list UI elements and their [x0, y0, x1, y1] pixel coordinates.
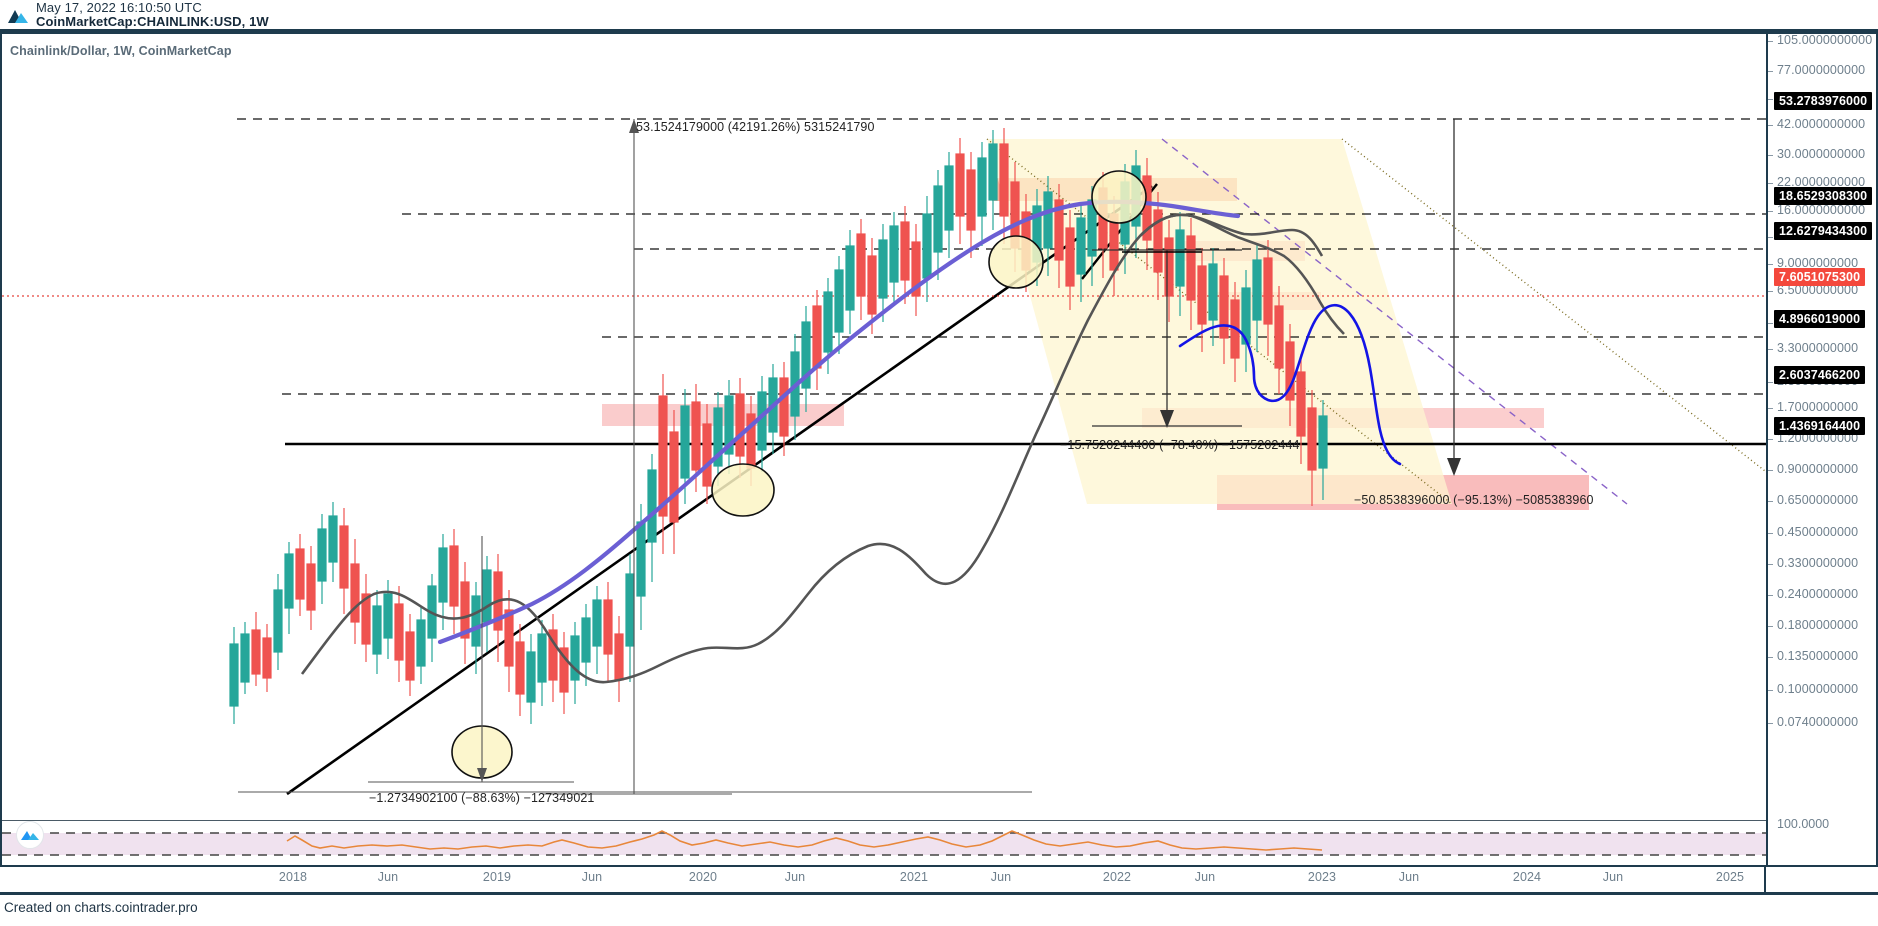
price-tick-label: 30.0000000000	[1777, 147, 1866, 161]
price-tick-label: 16.0000000000	[1777, 203, 1866, 217]
chart-legend: Chainlink/Dollar, 1W, CoinMarketCap	[10, 44, 232, 58]
price-tick-label: 6.5000000000	[1777, 283, 1859, 297]
price-tick-label: 1.7000000000	[1777, 400, 1859, 414]
time-tick-label: 2023	[1307, 870, 1337, 884]
time-axis[interactable]: 2018 Jun 2019 Jun 2020 Jun 2021 Jun 2022…	[0, 867, 1878, 895]
price-tick-label: 0.9000000000	[1777, 462, 1859, 476]
price-tag[interactable]: 2.6037466200	[1774, 366, 1866, 384]
header-timestamp: May 17, 2022 16:10:50 UTC	[36, 0, 202, 15]
price-tick-label: 0.3300000000	[1777, 556, 1859, 570]
time-tick-label: 2021	[899, 870, 929, 884]
price-tick-label: 0.1000000000	[1777, 682, 1859, 696]
time-tick-label: Jun	[581, 870, 603, 884]
time-tick-label: Jun	[377, 870, 399, 884]
indicator-pane[interactable]	[2, 820, 1766, 865]
price-tick-label: 0.1800000000	[1777, 618, 1859, 632]
demand-zone	[602, 404, 844, 426]
price-tick-label: 105.0000000000	[1777, 33, 1873, 47]
price-tick-label: 0.6500000000	[1777, 493, 1859, 507]
time-tick-label: Jun	[784, 870, 806, 884]
app-header: May 17, 2022 16:10:50 UTC CoinMarketCap:…	[0, 0, 1878, 30]
time-tick-label: 2025	[1715, 870, 1745, 884]
supply-zone	[1209, 292, 1321, 310]
ma-fast-line-2	[1139, 213, 1345, 335]
price-tick-label: 22.0000000000	[1777, 175, 1866, 189]
time-tick-label: 2022	[1102, 870, 1132, 884]
price-tag[interactable]: 18.6529308300	[1774, 187, 1873, 205]
price-tick-label: 42.0000000000	[1777, 117, 1866, 131]
early-drop-label: −1.2734902100 (−88.63%) −127349021	[369, 791, 595, 805]
footer-attribution: Created on charts.cointrader.pro	[4, 900, 198, 915]
target-measure-label: −50.8538396000 (−95.13%) −5085383960	[1354, 493, 1594, 507]
price-tag-last[interactable]: 7.6051075300	[1774, 268, 1866, 286]
price-tick-label: 3.3000000000	[1777, 341, 1859, 355]
price-tag[interactable]: 53.2783976000	[1774, 92, 1873, 110]
ascending-trendline	[286, 184, 1153, 796]
header-divider	[0, 29, 1878, 32]
demand-zone	[1142, 408, 1544, 428]
drop-measure-label: −15.7520244400 (−78.40%) −1575202444	[1060, 438, 1300, 452]
time-axis-divider	[1764, 867, 1766, 895]
indicator-source-icon	[16, 821, 44, 849]
indicator-axis-label: 100.0000	[1777, 817, 1830, 831]
header-symbol: CoinMarketCap:CHAINLINK:USD, 1W	[36, 14, 269, 29]
price-tag[interactable]: 12.6279434300	[1774, 222, 1873, 240]
price-axis[interactable]: 100.0000 105.0000000000 77.0000000000 57…	[1766, 33, 1876, 865]
chart-frame: Chainlink/Dollar, 1W, CoinMarketCap	[0, 32, 1878, 867]
price-tick-label: 0.0740000000	[1777, 715, 1859, 729]
time-tick-label: Jun	[1602, 870, 1624, 884]
marker-ellipse	[711, 463, 775, 517]
price-tick-label: 0.4500000000	[1777, 525, 1859, 539]
time-tick-label: 2024	[1512, 870, 1542, 884]
price-tick-label: 9.0000000000	[1777, 256, 1859, 270]
price-tag[interactable]: 4.8966019000	[1774, 310, 1866, 328]
supply-zone	[1180, 241, 1305, 261]
time-tick-label: Jun	[990, 870, 1012, 884]
time-tick-label: 2019	[482, 870, 512, 884]
indicator-drawing-layer	[2, 830, 1766, 856]
price-tick-label: 0.1350000000	[1777, 649, 1859, 663]
time-tick-label: 2020	[688, 870, 718, 884]
price-chart-pane[interactable]: Chainlink/Dollar, 1W, CoinMarketCap	[2, 34, 1766, 818]
price-tick-label: 77.0000000000	[1777, 63, 1866, 77]
cointrader-logo-icon	[6, 3, 30, 27]
time-tick-label: Jun	[1194, 870, 1216, 884]
marker-ellipse	[988, 235, 1044, 289]
time-tick-label: 2018	[278, 870, 308, 884]
time-tick-label: Jun	[1398, 870, 1420, 884]
price-tick-label: 0.2400000000	[1777, 587, 1859, 601]
long-measure-label: 53.1524179000 (42191.26%) 5315241790	[636, 120, 875, 134]
supply-zone	[992, 178, 1237, 201]
price-tag[interactable]: 1.4369164400	[1774, 417, 1866, 435]
marker-ellipse	[451, 725, 513, 779]
